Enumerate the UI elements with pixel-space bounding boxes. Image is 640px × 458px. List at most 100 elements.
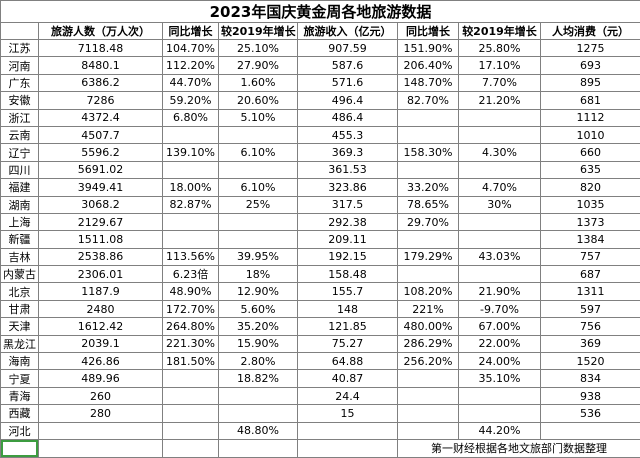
data-cell[interactable]: 2129.67 <box>39 213 163 230</box>
province-cell[interactable]: 宁夏 <box>1 370 39 387</box>
data-cell[interactable]: 907.59 <box>298 40 398 57</box>
data-cell[interactable]: 20.60% <box>219 92 298 109</box>
data-cell[interactable] <box>459 126 541 143</box>
province-cell[interactable]: 上海 <box>1 213 39 230</box>
data-cell[interactable]: 4.70% <box>459 179 541 196</box>
data-cell[interactable]: 181.50% <box>163 353 219 370</box>
data-cell[interactable]: 6.80% <box>163 109 219 126</box>
data-cell[interactable]: 757 <box>541 248 640 265</box>
data-cell[interactable]: 1187.9 <box>39 283 163 300</box>
province-cell[interactable]: 福建 <box>1 179 39 196</box>
data-cell[interactable] <box>398 370 459 387</box>
province-cell[interactable]: 吉林 <box>1 248 39 265</box>
data-cell[interactable] <box>398 126 459 143</box>
data-cell[interactable]: 369 <box>541 335 640 352</box>
data-cell[interactable]: 25% <box>219 196 298 213</box>
data-cell[interactable] <box>459 213 541 230</box>
data-cell[interactable]: 597 <box>541 300 640 317</box>
data-cell[interactable]: 323.86 <box>298 179 398 196</box>
data-cell[interactable]: 1275 <box>541 40 640 57</box>
data-cell[interactable]: 155.7 <box>298 283 398 300</box>
data-cell[interactable]: 17.10% <box>459 57 541 74</box>
province-cell[interactable]: 广东 <box>1 74 39 91</box>
data-cell[interactable] <box>398 231 459 248</box>
province-cell[interactable]: 北京 <box>1 283 39 300</box>
data-cell[interactable]: 104.70% <box>163 40 219 57</box>
data-cell[interactable]: 48.80% <box>219 422 298 439</box>
data-cell[interactable]: 369.3 <box>298 144 398 161</box>
data-cell[interactable]: 15 <box>298 405 398 422</box>
data-cell[interactable] <box>219 126 298 143</box>
data-cell[interactable] <box>219 387 298 404</box>
data-cell[interactable]: -9.70% <box>459 300 541 317</box>
data-cell[interactable] <box>398 387 459 404</box>
data-cell[interactable]: 660 <box>541 144 640 161</box>
empty-cell[interactable] <box>219 439 298 457</box>
data-cell[interactable] <box>459 231 541 248</box>
data-cell[interactable]: 3068.2 <box>39 196 163 213</box>
data-cell[interactable]: 59.20% <box>163 92 219 109</box>
data-cell[interactable]: 21.90% <box>459 283 541 300</box>
data-cell[interactable]: 158.48 <box>298 266 398 283</box>
province-cell[interactable]: 江苏 <box>1 40 39 57</box>
data-cell[interactable]: 260 <box>39 387 163 404</box>
data-cell[interactable]: 192.15 <box>298 248 398 265</box>
data-cell[interactable]: 82.87% <box>163 196 219 213</box>
data-cell[interactable]: 18.82% <box>219 370 298 387</box>
province-cell[interactable]: 黑龙江 <box>1 335 39 352</box>
data-cell[interactable]: 280 <box>39 405 163 422</box>
data-cell[interactable]: 2538.86 <box>39 248 163 265</box>
data-cell[interactable] <box>163 370 219 387</box>
data-cell[interactable]: 22.00% <box>459 335 541 352</box>
province-cell[interactable]: 河北 <box>1 422 39 439</box>
data-cell[interactable]: 44.70% <box>163 74 219 91</box>
data-cell[interactable]: 206.40% <box>398 57 459 74</box>
column-header-1[interactable]: 旅游人数（万人次） <box>39 23 163 40</box>
data-cell[interactable] <box>459 109 541 126</box>
data-cell[interactable]: 27.90% <box>219 57 298 74</box>
data-cell[interactable] <box>219 161 298 178</box>
province-cell[interactable]: 四川 <box>1 161 39 178</box>
data-cell[interactable]: 158.30% <box>398 144 459 161</box>
data-cell[interactable]: 33.20% <box>398 179 459 196</box>
data-cell[interactable] <box>398 109 459 126</box>
data-cell[interactable]: 1373 <box>541 213 640 230</box>
province-cell[interactable]: 云南 <box>1 126 39 143</box>
data-cell[interactable]: 2.80% <box>219 353 298 370</box>
data-cell[interactable]: 256.20% <box>398 353 459 370</box>
data-cell[interactable]: 35.20% <box>219 318 298 335</box>
data-cell[interactable] <box>298 422 398 439</box>
data-cell[interactable]: 5.10% <box>219 109 298 126</box>
data-cell[interactable]: 1035 <box>541 196 640 213</box>
data-cell[interactable]: 693 <box>541 57 640 74</box>
data-cell[interactable] <box>541 422 640 439</box>
data-cell[interactable]: 1311 <box>541 283 640 300</box>
data-cell[interactable]: 480.00% <box>398 318 459 335</box>
data-cell[interactable]: 21.20% <box>459 92 541 109</box>
corner-header-cell[interactable] <box>1 23 39 40</box>
data-cell[interactable]: 486.4 <box>298 109 398 126</box>
data-cell[interactable]: 78.65% <box>398 196 459 213</box>
data-cell[interactable] <box>219 405 298 422</box>
column-header-6[interactable]: 较2019年增长 <box>459 23 541 40</box>
data-cell[interactable]: 2480 <box>39 300 163 317</box>
data-cell[interactable]: 25.80% <box>459 40 541 57</box>
data-cell[interactable]: 292.38 <box>298 213 398 230</box>
data-cell[interactable]: 30% <box>459 196 541 213</box>
data-cell[interactable]: 1520 <box>541 353 640 370</box>
data-cell[interactable]: 112.20% <box>163 57 219 74</box>
data-cell[interactable] <box>219 213 298 230</box>
data-cell[interactable]: 681 <box>541 92 640 109</box>
data-cell[interactable] <box>459 161 541 178</box>
data-cell[interactable]: 24.00% <box>459 353 541 370</box>
province-cell[interactable]: 海南 <box>1 353 39 370</box>
data-cell[interactable] <box>163 405 219 422</box>
data-cell[interactable]: 2039.1 <box>39 335 163 352</box>
data-cell[interactable]: 40.87 <box>298 370 398 387</box>
data-cell[interactable] <box>459 387 541 404</box>
data-cell[interactable]: 1511.08 <box>39 231 163 248</box>
data-cell[interactable]: 44.20% <box>459 422 541 439</box>
data-cell[interactable]: 1112 <box>541 109 640 126</box>
data-cell[interactable]: 179.29% <box>398 248 459 265</box>
data-cell[interactable]: 820 <box>541 179 640 196</box>
